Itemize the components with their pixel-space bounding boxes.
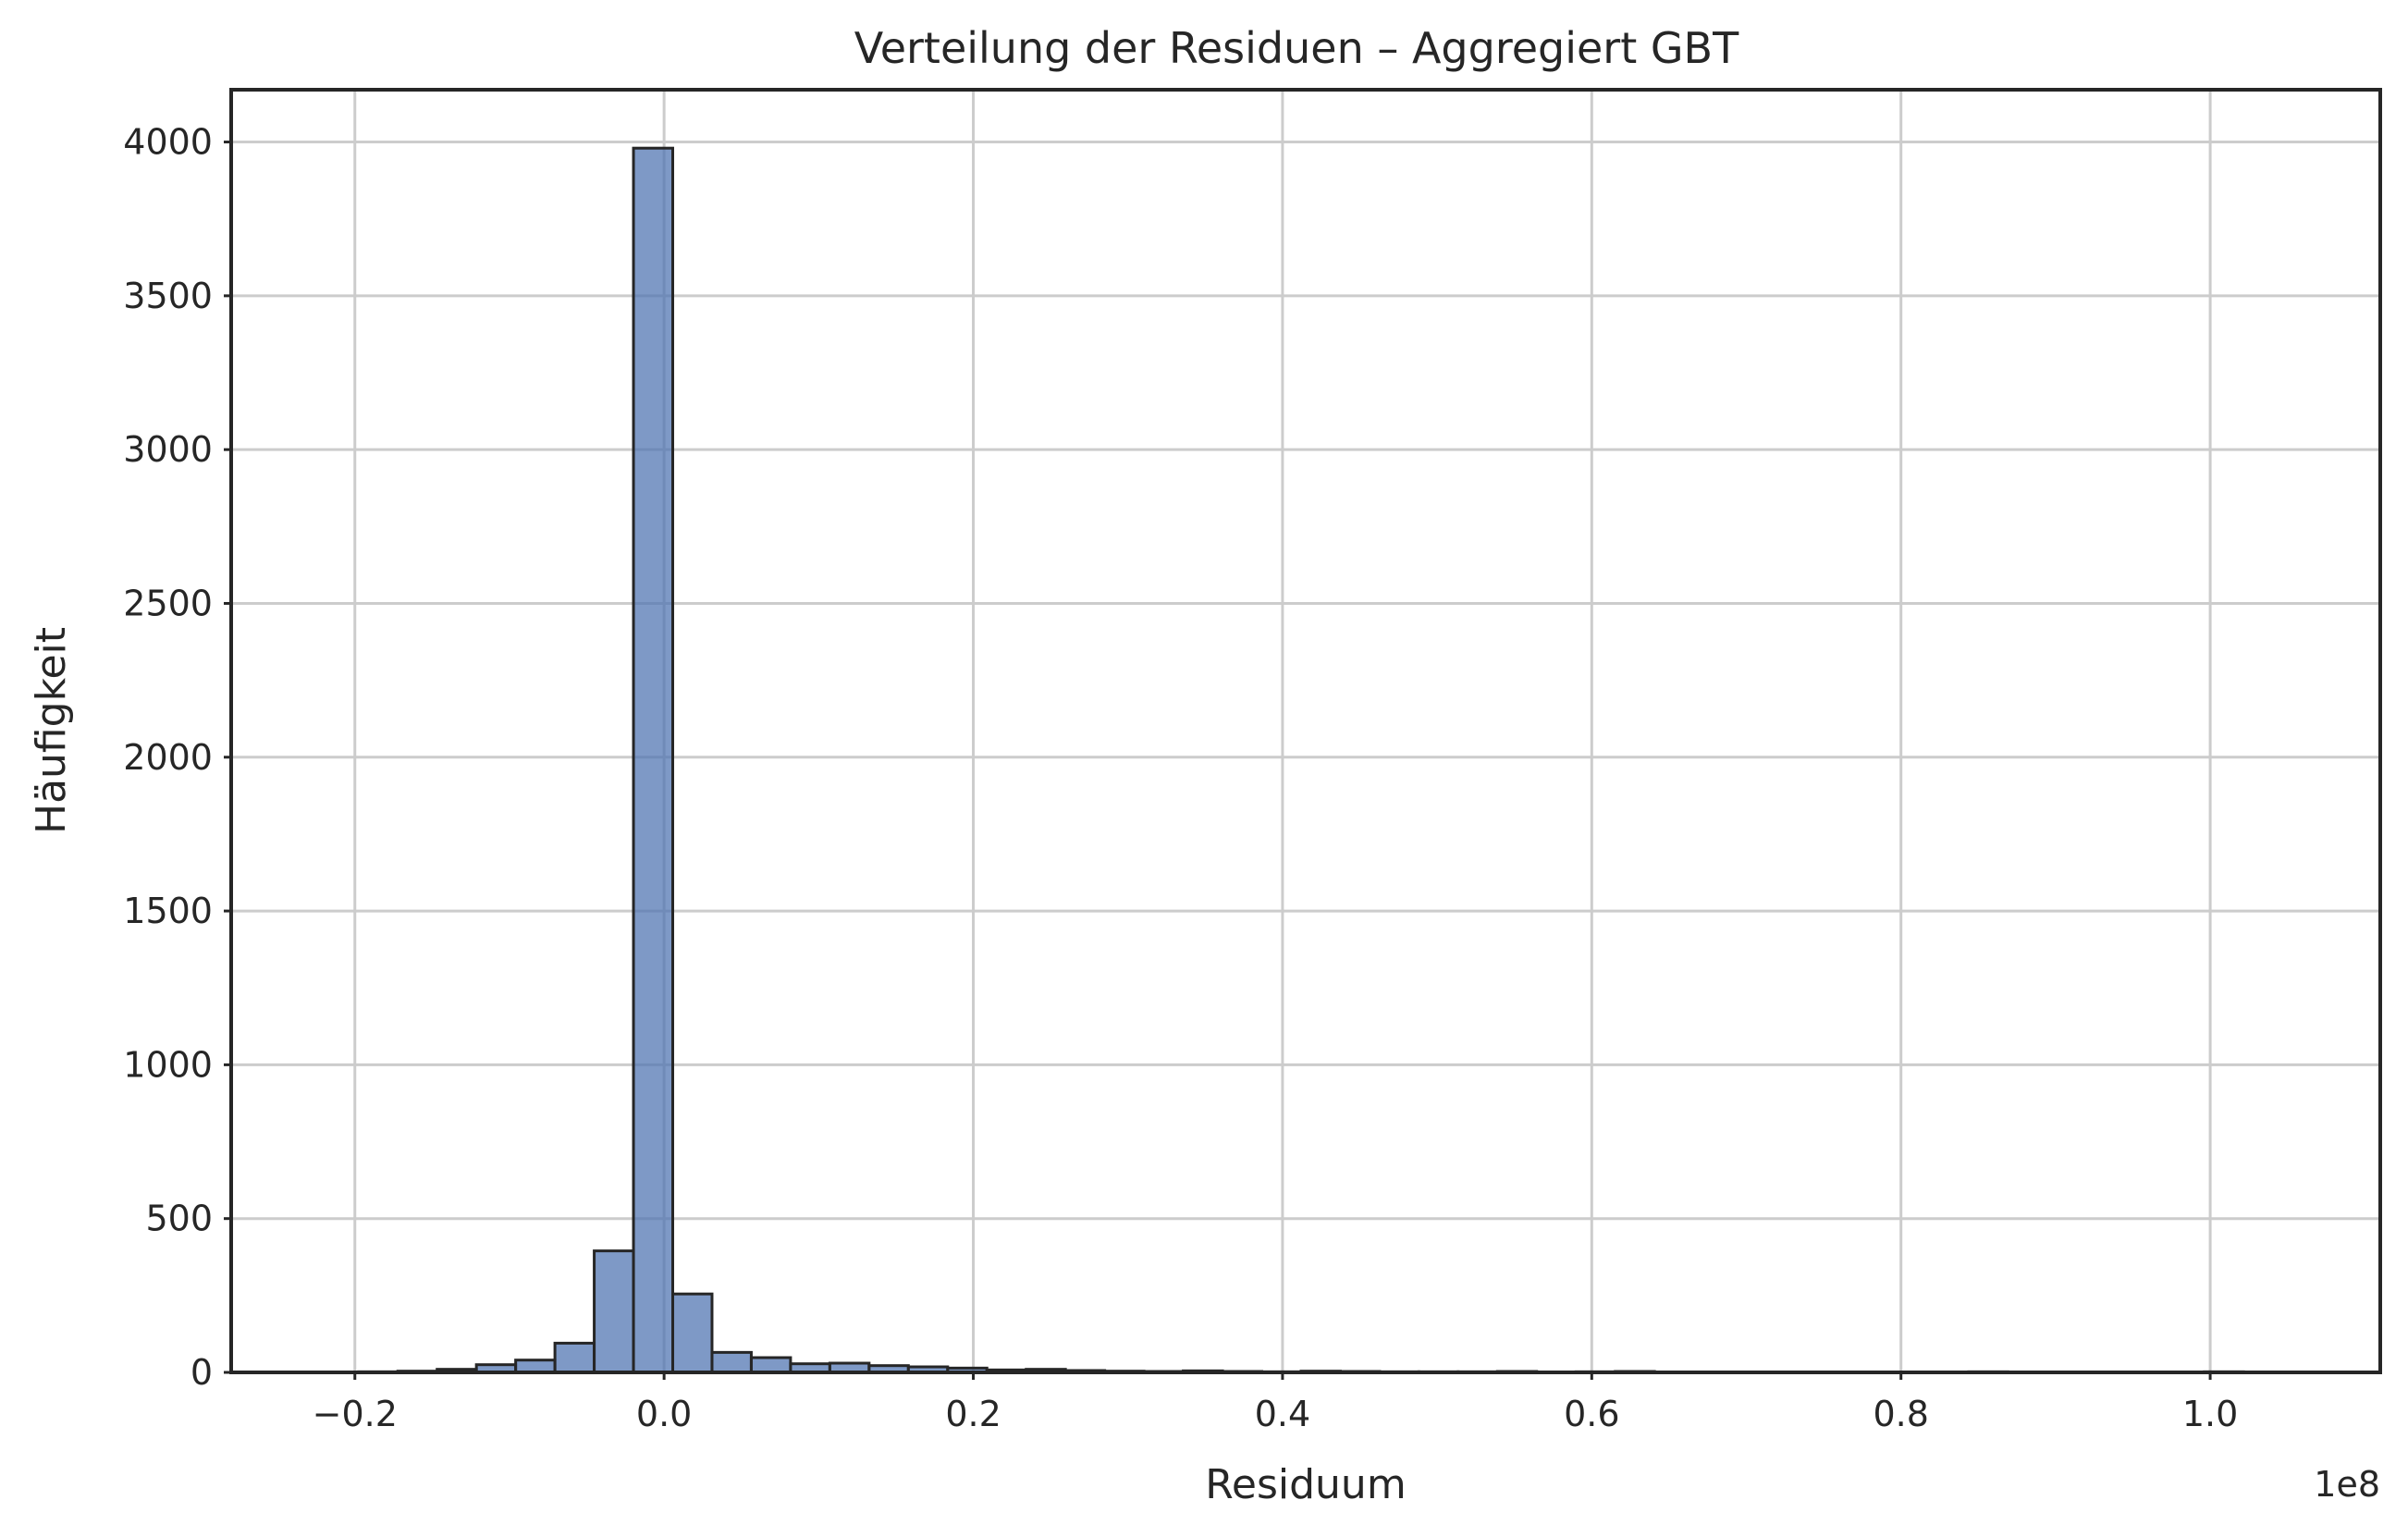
x-tick-label: 0.8	[1873, 1394, 1928, 1434]
y-tick-label: 4000	[123, 122, 213, 163]
x-tick-label: 0.0	[636, 1394, 692, 1434]
y-tick-label: 3000	[123, 429, 213, 470]
histogram-bar	[593, 1249, 635, 1374]
histogram-bar	[632, 146, 675, 1374]
x-tick-label: 0.4	[1255, 1394, 1310, 1434]
chart-title: Verteilung der Residuen – Aggregiert GBT	[854, 23, 1739, 73]
x-tick-label: 0.6	[1564, 1394, 1619, 1434]
y-tick-label: 500	[145, 1199, 213, 1239]
histogram-bar	[710, 1350, 753, 1374]
histogram-bar	[553, 1341, 596, 1374]
y-tick-label: 1000	[123, 1044, 213, 1085]
plot-frame	[229, 88, 2382, 1374]
x-tick-label: 1.0	[2182, 1394, 2238, 1434]
y-axis-label: Häufigkeit	[28, 627, 75, 834]
histogram-bar	[749, 1356, 792, 1374]
x-tick-label: −0.2	[313, 1394, 398, 1434]
y-tick-label: 0	[190, 1352, 213, 1393]
histogram-bar	[671, 1292, 714, 1374]
y-tick-label: 2500	[123, 583, 213, 623]
y-axis-ticks: 0 500 1000 1500 2000 2500 3000 3500 4000	[123, 122, 231, 1393]
x-axis-label: Residuum	[1205, 1461, 1406, 1508]
x-axis-ticks: −0.2 0.0 0.2 0.4 0.6 0.8 1.0	[313, 1372, 2238, 1434]
histogram-bars	[317, 146, 2324, 1374]
x-axis-offset-label: 1e8	[2314, 1464, 2380, 1505]
y-grid	[231, 141, 2380, 1374]
y-tick-label: 3500	[123, 276, 213, 316]
y-tick-label: 2000	[123, 737, 213, 778]
x-tick-label: 0.2	[945, 1394, 1001, 1434]
y-tick-label: 1500	[123, 891, 213, 931]
